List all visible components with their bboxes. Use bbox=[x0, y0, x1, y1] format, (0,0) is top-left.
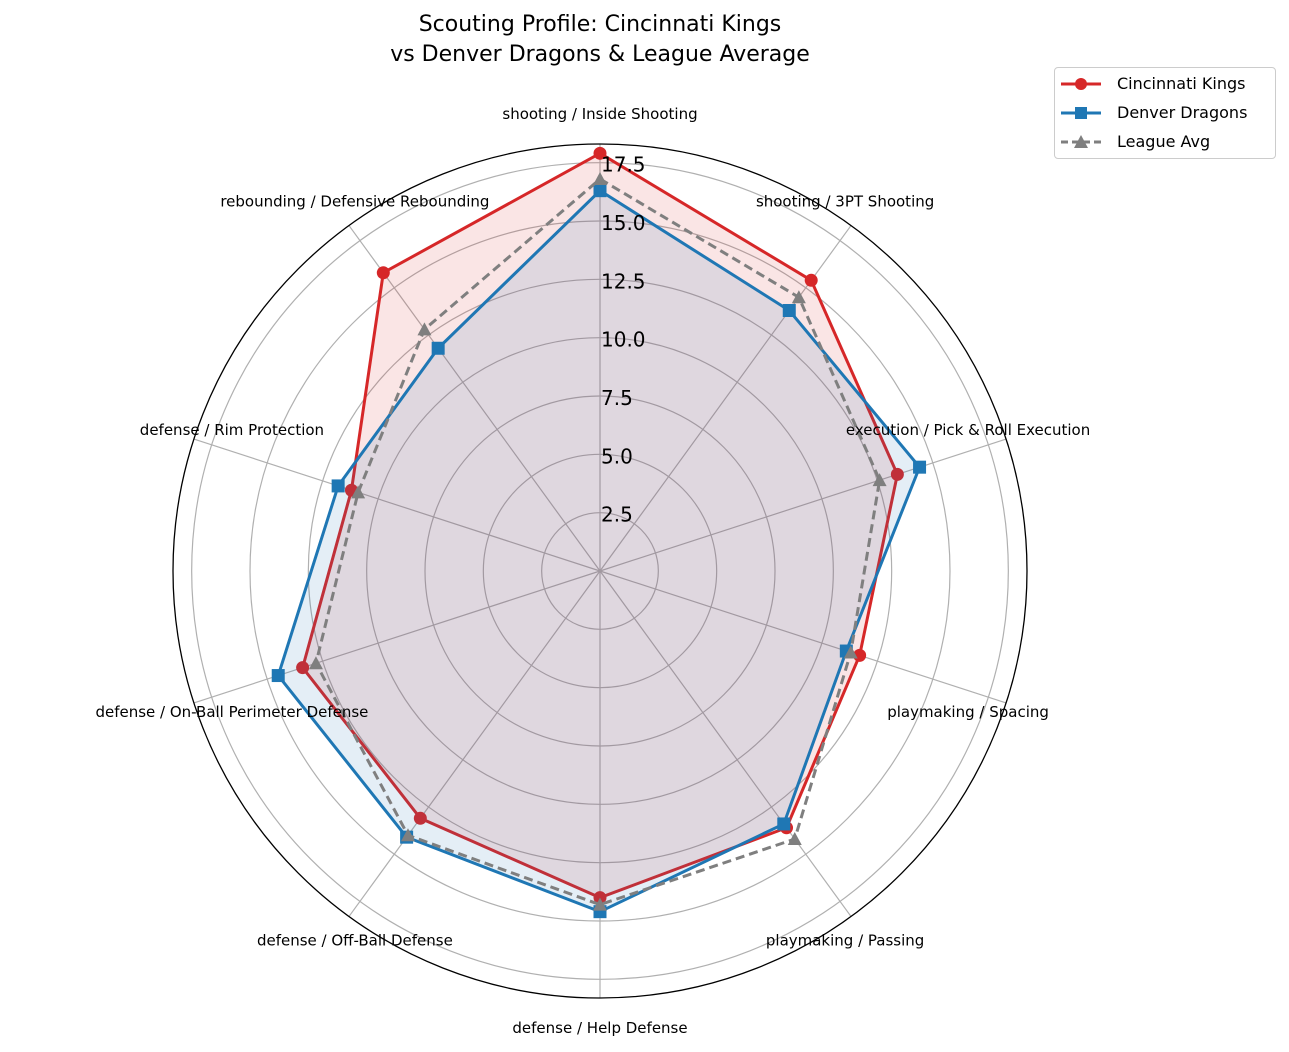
data-point bbox=[431, 341, 445, 355]
r-tick-label: 17.5 bbox=[601, 153, 646, 177]
chart-title: Scouting Profile: Cincinnati Kings bbox=[0, 12, 1200, 37]
data-point bbox=[843, 645, 858, 659]
data-point bbox=[593, 146, 607, 160]
data-point bbox=[271, 669, 285, 683]
data-point bbox=[777, 817, 791, 831]
data-point bbox=[853, 648, 867, 662]
data-point bbox=[782, 303, 796, 317]
data-point bbox=[413, 811, 427, 825]
series-fill-0 bbox=[302, 153, 898, 898]
outer-frame bbox=[172, 143, 1028, 999]
data-point bbox=[872, 473, 887, 487]
series-fill-1 bbox=[278, 190, 920, 912]
grid-spoke bbox=[599, 570, 1007, 704]
data-point bbox=[376, 266, 390, 280]
axis-label: shooting / Inside Shooting bbox=[502, 105, 697, 123]
data-point bbox=[400, 828, 415, 842]
axis-label: defense / Rim Protection bbox=[140, 421, 324, 439]
data-point bbox=[593, 184, 607, 198]
r-tick-label: 2.5 bbox=[601, 503, 633, 527]
data-point bbox=[296, 661, 310, 675]
data-point bbox=[787, 832, 802, 846]
grid-spoke bbox=[599, 570, 852, 917]
data-point bbox=[593, 172, 607, 185]
data-point bbox=[331, 479, 345, 493]
axis-label: execution / Pick & Roll Execution bbox=[846, 421, 1090, 439]
title-line: Scouting Profile: Cincinnati Kings bbox=[418, 12, 782, 37]
r-tick-label: 15.0 bbox=[601, 211, 646, 235]
data-point bbox=[913, 460, 927, 474]
r-tick-label: 10.0 bbox=[601, 328, 646, 352]
r-tick-label: 12.5 bbox=[601, 269, 646, 293]
series-line-2 bbox=[314, 177, 882, 907]
r-tick-label: 7.5 bbox=[601, 386, 633, 410]
data-point bbox=[804, 273, 818, 287]
legend: Cincinnati Kings Denver Dragons League A… bbox=[1054, 67, 1276, 159]
axis-label: defense / Off-Ball Defense bbox=[257, 932, 453, 950]
legend-label-denver: Denver Dragons bbox=[1117, 103, 1248, 122]
chart-subtitle: vs Denver Dragons & League Average bbox=[0, 42, 1200, 67]
axis-label: playmaking / Spacing bbox=[887, 703, 1049, 721]
axis-label: rebounding / Defensive Rebounding bbox=[220, 192, 489, 210]
grid-spoke bbox=[193, 438, 601, 572]
data-point bbox=[351, 485, 366, 499]
axis-label: playmaking / Passing bbox=[766, 932, 924, 950]
data-point bbox=[890, 467, 904, 481]
data-point bbox=[308, 656, 323, 670]
data-point bbox=[791, 290, 806, 304]
r-tick-label: 5.0 bbox=[601, 444, 633, 468]
legend-label-cincinnati: Cincinnati Kings bbox=[1117, 74, 1246, 93]
data-point bbox=[593, 897, 607, 911]
grid-spoke bbox=[348, 570, 601, 917]
subtitle-line: vs Denver Dragons & League Average bbox=[390, 42, 810, 67]
legend-marker bbox=[1075, 78, 1087, 90]
legend-marker bbox=[1074, 135, 1088, 148]
axis-label: defense / On-Ball Perimeter Defense bbox=[95, 703, 368, 721]
axis-label: defense / Help Defense bbox=[512, 1019, 687, 1037]
axis-label: shooting / 3PT Shooting bbox=[756, 192, 934, 210]
grid-spoke bbox=[193, 570, 601, 704]
grid-spoke bbox=[599, 438, 1007, 572]
legend-marker bbox=[1075, 107, 1087, 119]
grid-spoke bbox=[348, 225, 601, 572]
legend-markers bbox=[1061, 78, 1101, 148]
legend-label-league: League Avg bbox=[1117, 132, 1211, 151]
data-point bbox=[417, 322, 432, 336]
